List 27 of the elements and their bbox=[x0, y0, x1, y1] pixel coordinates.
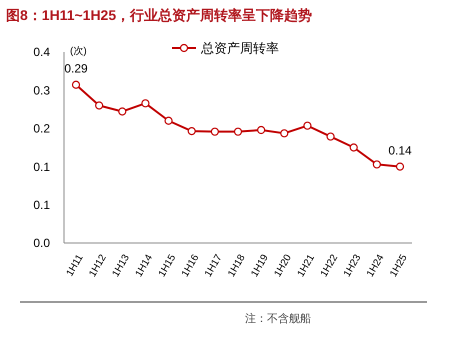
point bbox=[234, 128, 242, 136]
point bbox=[210, 128, 219, 136]
data-label: 0.29 bbox=[64, 62, 88, 76]
chart-title: 图8：1H11~1H25，行业总资产周转率呈下降趋势 bbox=[6, 7, 312, 23]
text: 注：不含舰船 bbox=[245, 312, 311, 325]
y-tick-label: 0.3 bbox=[33, 83, 50, 98]
point bbox=[326, 132, 335, 141]
y-tick-label: 0.1 bbox=[33, 160, 50, 174]
point bbox=[188, 127, 196, 136]
point bbox=[118, 107, 126, 116]
point bbox=[350, 143, 358, 152]
legend-label: 总资产周转率 bbox=[200, 40, 279, 56]
point bbox=[303, 122, 312, 130]
point bbox=[257, 126, 266, 134]
y-tick-label: 0.1 bbox=[33, 198, 50, 212]
y-axis-title: (次) bbox=[70, 46, 87, 57]
y-tick-label: 0.0 bbox=[33, 236, 50, 250]
data-label: 0.14 bbox=[388, 144, 412, 158]
y-tick-label: 0.2 bbox=[33, 122, 50, 136]
point bbox=[280, 129, 288, 138]
point bbox=[372, 160, 381, 169]
y-tick-label: 0.4 bbox=[33, 45, 50, 60]
point bbox=[164, 116, 173, 125]
point bbox=[141, 99, 150, 108]
point bbox=[396, 162, 404, 171]
point bbox=[95, 101, 104, 110]
point bbox=[72, 80, 80, 89]
